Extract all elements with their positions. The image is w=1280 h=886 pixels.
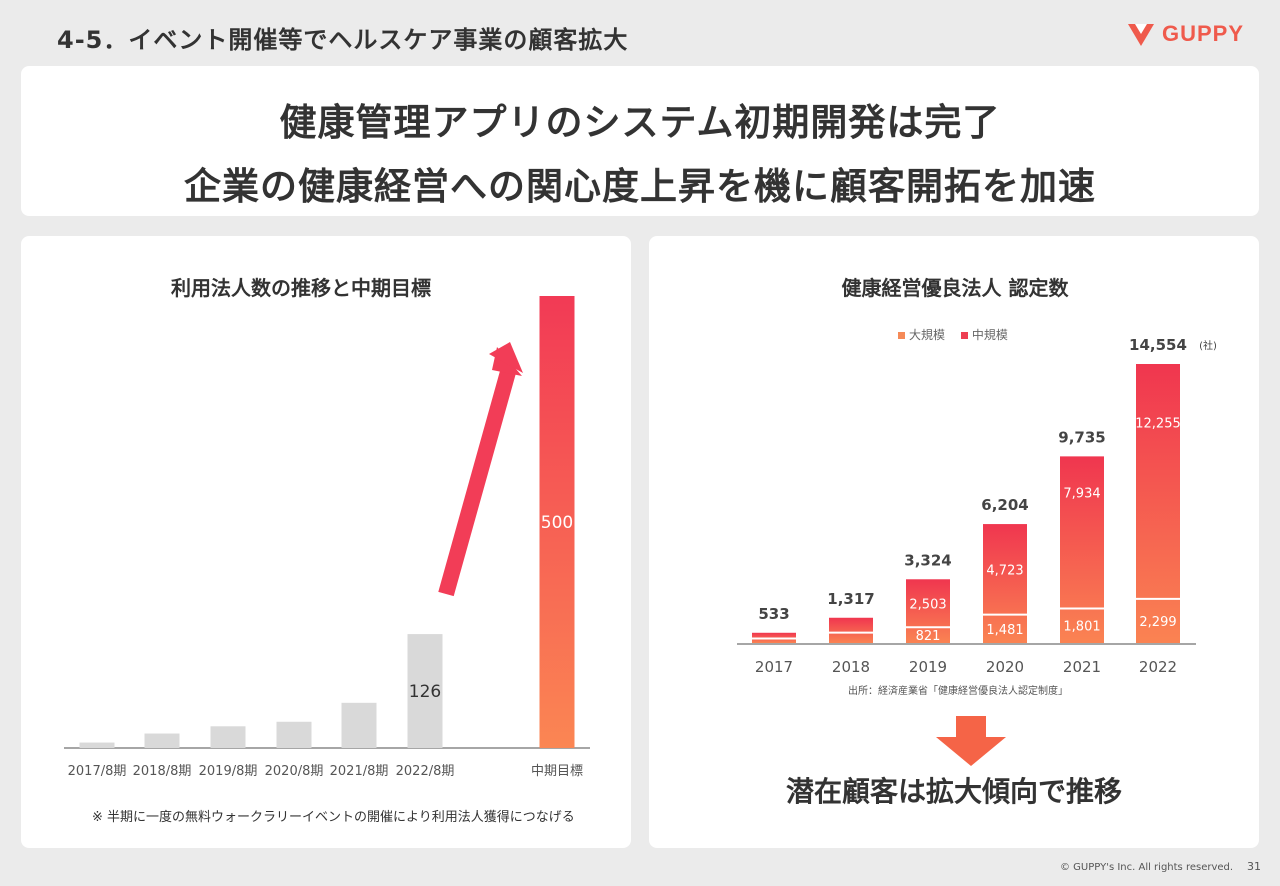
guppy-fish-icon (1128, 24, 1154, 46)
left-chart-title: 利用法人数の推移と中期目標 (171, 276, 431, 300)
legend-swatch-medium (960, 332, 968, 339)
left-chart-note: ※ 半期に一度の無料ウォークラリーイベントの開催により利用法人獲得につなげる (92, 810, 575, 825)
copyright: © GUPPY's Inc. All rights reserved. (1060, 862, 1234, 873)
legend-label-medium: 中規模 (971, 328, 1008, 342)
page-number: 31 (1247, 860, 1261, 873)
right-chart-legend: 大規模 中規模 (898, 326, 1020, 343)
legend-item-medium: 中規模 (960, 328, 1008, 342)
headline-line-2: 企業の健康経営への関心度上昇を機に顧客開拓を加速 (184, 165, 1096, 208)
logo-text: GUPPY (1162, 21, 1245, 46)
right-chart-source: 出所：経済産業省「健康経営優良法人認定制度」 (848, 686, 1068, 697)
headline-card: 健康管理アプリのシステム初期開発は完了 企業の健康経営への関心度上昇を機に顧客開… (21, 66, 1259, 216)
conclusion-text: 潜在顧客は拡大傾向で推移 (785, 775, 1122, 808)
right-chart-title: 健康経営優良法人 認定数 (841, 276, 1069, 300)
legend-item-large: 大規模 (898, 328, 945, 342)
guppy-logo: GUPPY (1126, 20, 1260, 48)
legend-swatch-large (898, 332, 905, 339)
left-chart-card (21, 236, 631, 848)
legend-label-large: 大規模 (909, 328, 946, 342)
section-title: 4-5．イベント開催等でヘルスケア事業の顧客拡大 (57, 26, 629, 54)
headline-line-1: 健康管理アプリのシステム初期開発は完了 (279, 101, 1001, 144)
